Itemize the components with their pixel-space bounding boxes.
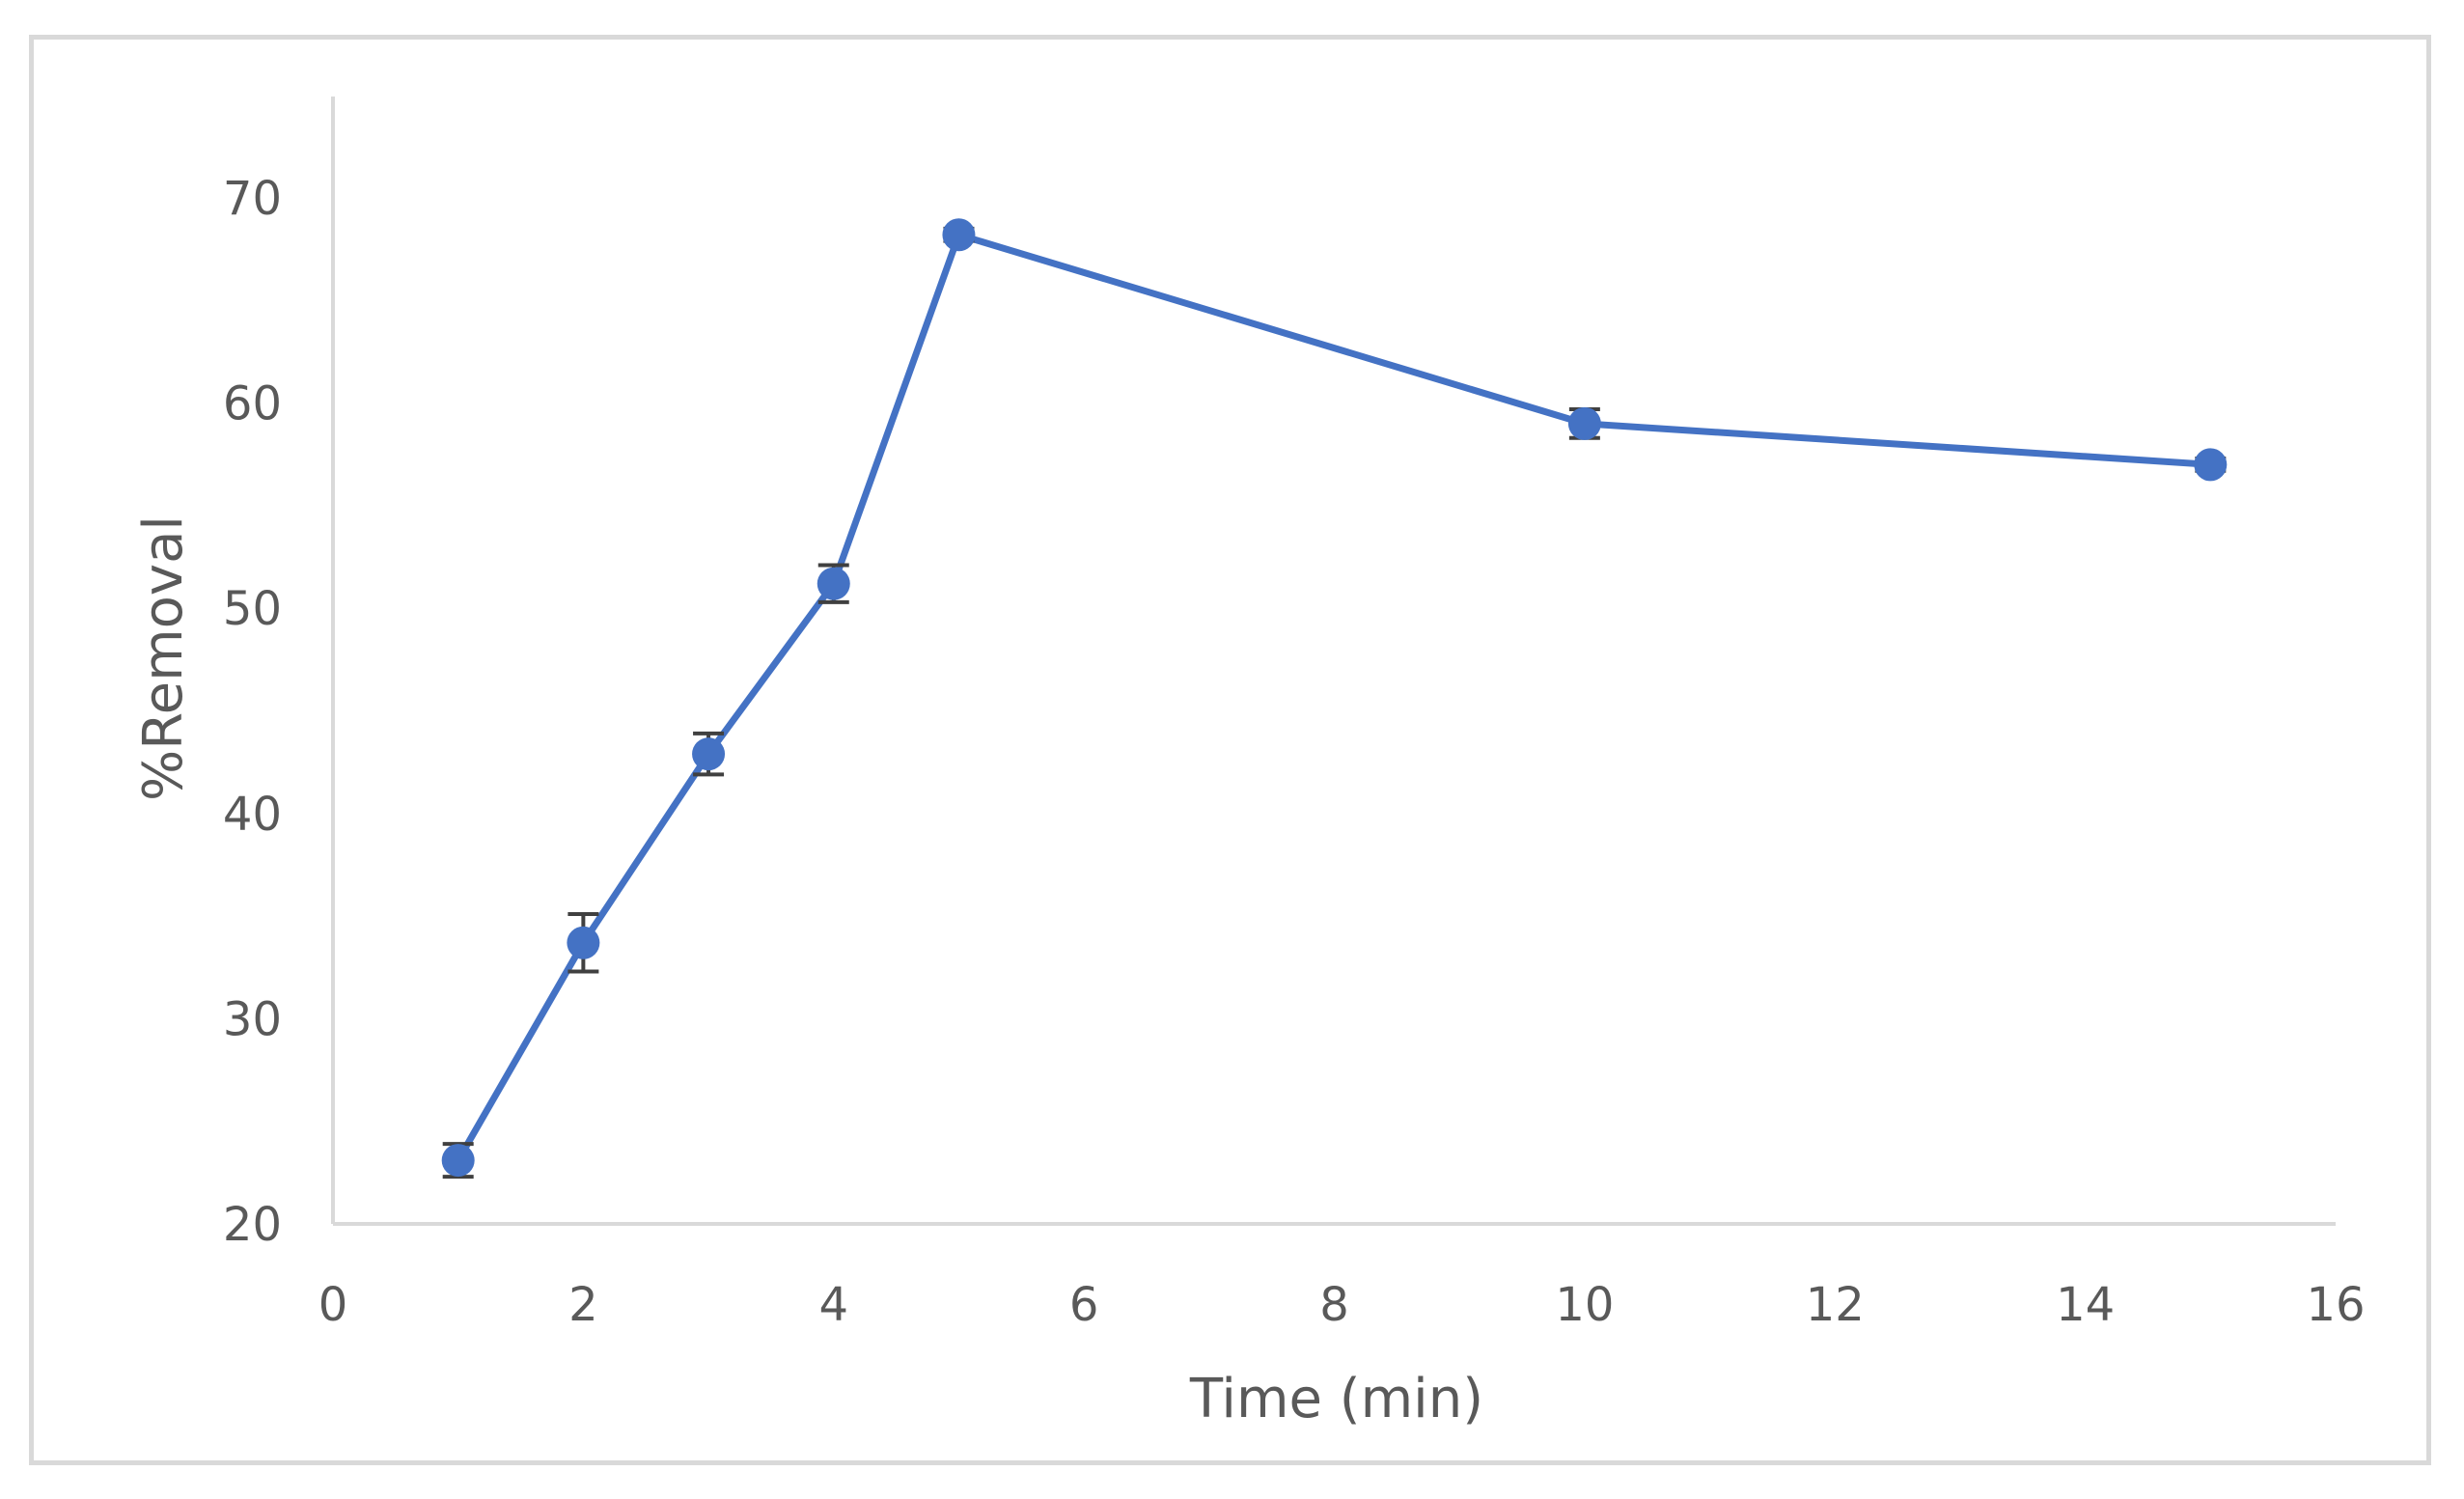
x-axis-title: Time (min)	[1189, 1368, 1483, 1430]
x-tick-label: 12	[1806, 1278, 1865, 1332]
x-tick-label: 10	[1555, 1278, 1614, 1332]
y-axis-title: %Removal	[132, 515, 195, 801]
y-tick-label: 30	[223, 992, 282, 1046]
x-tick-label: 14	[2056, 1278, 2115, 1332]
data-point	[441, 1144, 475, 1178]
chart-frame	[29, 35, 2431, 1465]
data-point	[817, 567, 850, 600]
y-tick-label: 20	[223, 1198, 282, 1252]
y-tick-label: 70	[223, 172, 282, 226]
data-point	[1567, 406, 1601, 440]
x-tick-label: 4	[818, 1278, 848, 1332]
data-point	[692, 737, 726, 771]
x-tick-label: 2	[568, 1278, 598, 1332]
x-tick-label: 6	[1069, 1278, 1099, 1332]
y-tick-label: 60	[223, 377, 282, 431]
x-tick-label: 16	[2306, 1278, 2365, 1332]
x-tick-label: 8	[1319, 1278, 1349, 1332]
data-point	[942, 218, 976, 252]
data-point	[567, 926, 600, 959]
y-tick-label: 40	[223, 788, 282, 842]
y-tick-labels: 20 30 40 50 60 70	[223, 172, 282, 1252]
y-tick-label: 50	[223, 582, 282, 636]
x-tick-label: 0	[318, 1278, 348, 1332]
x-tick-labels: 0 2 4 6 8 10 12 14 16	[318, 1278, 2366, 1332]
data-point	[2194, 448, 2228, 482]
series-line	[455, 231, 2211, 1162]
series-layer	[441, 218, 2228, 1180]
chart-axes	[331, 97, 2336, 1226]
